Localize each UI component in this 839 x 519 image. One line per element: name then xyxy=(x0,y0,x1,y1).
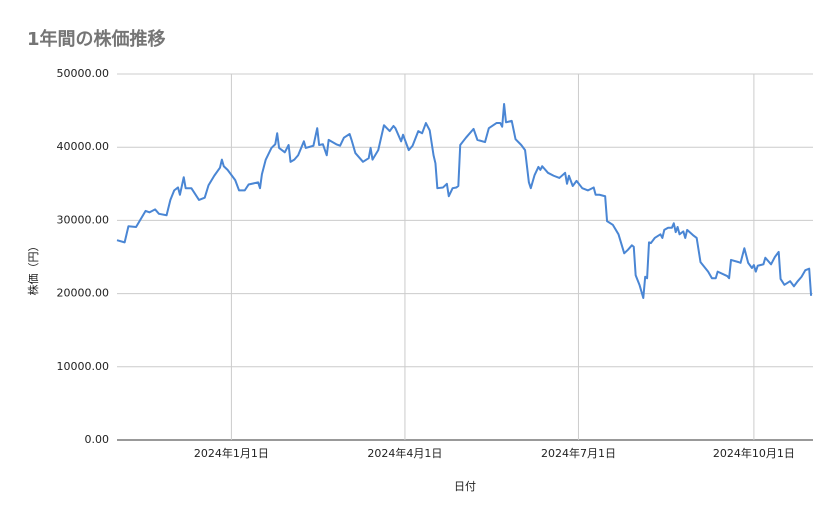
x-tick-label: 2024年1月1日 xyxy=(194,446,269,460)
y-axis-title: 株価（円） xyxy=(26,241,40,296)
x-tick-label: 2024年7月1日 xyxy=(541,446,616,460)
y-tick-label: 30000.00 xyxy=(57,213,110,226)
y-tick-label: 10000.00 xyxy=(57,360,110,373)
y-tick-label: 50000.00 xyxy=(57,67,110,80)
y-tick-label: 0.00 xyxy=(85,433,110,446)
x-tick-label: 2024年10月1日 xyxy=(713,446,795,460)
price-line xyxy=(116,103,813,299)
chart-title: 1年間の株価推移 xyxy=(27,28,166,50)
y-tick-label: 20000.00 xyxy=(57,287,110,300)
y-tick-label: 40000.00 xyxy=(57,140,110,153)
x-tick-label: 2024年4月1日 xyxy=(367,446,442,460)
x-axis-title: 日付 xyxy=(454,480,476,493)
